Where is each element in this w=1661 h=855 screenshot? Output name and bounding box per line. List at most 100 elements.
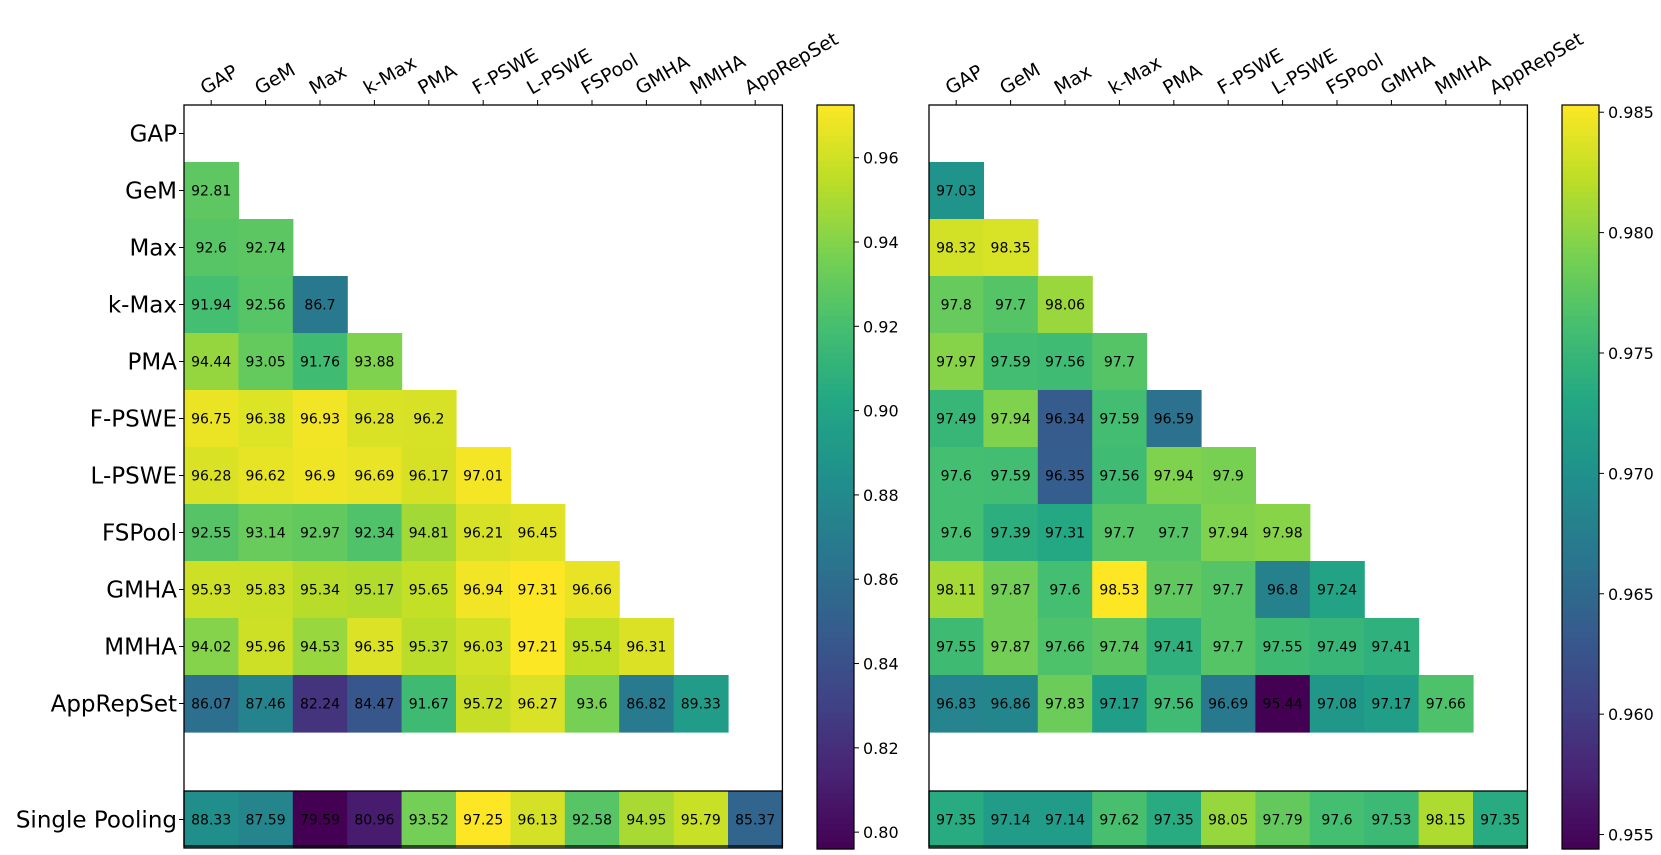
cell-value-label: 92.56: [246, 298, 286, 314]
heatmap-cell: [1146, 675, 1202, 733]
heatmap-cell: [1092, 561, 1148, 619]
colorbar-segment: [1562, 780, 1599, 788]
colorbar-segment: [817, 390, 854, 397]
colorbar-segment: [817, 154, 854, 162]
cell-value-label: 97.56: [1099, 469, 1139, 485]
colorbar-segment: [817, 346, 854, 354]
colorbar-segment: [817, 105, 854, 112]
heatmap-cell: [1037, 390, 1093, 448]
x-tick-label: k-Max: [360, 52, 420, 100]
single-pooling-cell: [728, 791, 783, 848]
x-tick-label: GeM: [996, 59, 1044, 99]
colorbar-segment: [1562, 377, 1599, 385]
cell-value-label: 96.69: [354, 469, 394, 485]
heatmap-cell: [1146, 504, 1202, 562]
colorbar-segment: [1562, 588, 1599, 596]
cell-value-label: 97.17: [1371, 697, 1411, 713]
colorbar-segment: [1562, 421, 1599, 428]
cell-value-label: 96.9: [304, 469, 335, 485]
heatmap-cell: [184, 447, 239, 505]
cell-value-label: 97.03: [936, 184, 976, 200]
cell-value-label: 97.55: [936, 640, 976, 656]
colorbar-segment: [817, 247, 854, 255]
colorbar-segment: [817, 353, 854, 360]
single-pooling-label: Single Pooling: [16, 808, 177, 834]
heatmap-cell: [1146, 390, 1202, 448]
colorbar-segment: [817, 489, 854, 497]
colorbar-tick-label: 0.975: [1608, 344, 1654, 363]
heatmap-cell: [983, 618, 1039, 676]
single-pooling-cell: [1418, 791, 1474, 848]
colorbar-segment: [1562, 749, 1599, 757]
cell-value-label: 98.06: [1045, 298, 1085, 314]
y-tick-label: MMHA: [104, 635, 177, 661]
colorbar-segment: [817, 235, 854, 242]
colorbar-segment: [1562, 272, 1599, 280]
colorbar-segment: [817, 415, 854, 422]
x-tick-label: GAP: [942, 61, 987, 100]
heatmap-cell: [1146, 561, 1202, 619]
colorbar-segment: [1562, 284, 1599, 292]
single-pooling-value-label: 97.62: [1099, 813, 1139, 829]
colorbar-segment: [817, 625, 854, 633]
heatmap-cell: [347, 504, 403, 562]
colorbar-segment: [817, 545, 854, 552]
colorbar-segment: [1562, 458, 1599, 466]
colorbar-segment: [817, 638, 854, 645]
colorbar-segment: [1562, 142, 1599, 149]
colorbar-segment: [817, 774, 854, 782]
cell-value-label: 97.39: [991, 526, 1031, 542]
cell-value-label: 97.7: [1213, 583, 1244, 599]
heatmap-cell: [1092, 390, 1148, 448]
x-tick-label: PMA: [414, 60, 460, 99]
colorbar-segment: [817, 495, 854, 503]
colorbar-segment: [1562, 303, 1599, 311]
cell-value-label: 96.2: [413, 412, 444, 428]
cell-value-label: 92.55: [191, 526, 231, 542]
colorbar-segment: [1562, 756, 1599, 763]
colorbar-segment: [817, 260, 854, 267]
cell-value-label: 95.17: [354, 583, 394, 599]
colorbar-segment: [817, 811, 854, 819]
colorbar-segment: [817, 322, 854, 329]
cell-value-label: 98.11: [936, 583, 976, 599]
cell-value-label: 98.53: [1099, 583, 1139, 599]
heatmap-panel-2: 97.03 98.32 98.35 97.8 97.7 98.06 97.97 97.59 97…: [928, 28, 1587, 849]
colorbar-segment: [817, 439, 854, 447]
single-pooling-cell: [1037, 791, 1093, 848]
colorbar-segment: [1562, 681, 1599, 689]
colorbar-segment: [817, 241, 854, 249]
heatmap-cell: [238, 447, 294, 505]
cell-value-label: 97.01: [463, 469, 503, 485]
colorbar-segment: [817, 706, 854, 714]
single-pooling-value-label: 98.05: [1208, 813, 1248, 829]
single-pooling-cell: [401, 791, 457, 848]
heatmap-cell: [1037, 333, 1093, 391]
colorbar-tick-label: 0.955: [1608, 826, 1654, 845]
y-tick-label: F-PSWE: [90, 407, 177, 433]
single-pooling-value-label: 97.35: [936, 813, 976, 829]
cell-value-label: 92.97: [300, 526, 340, 542]
heatmap-cell: [184, 333, 239, 391]
colorbar-segment: [1562, 706, 1599, 714]
colorbar-segment: [817, 111, 854, 118]
cell-value-label: 97.94: [991, 412, 1031, 428]
cell-value-label: 96.66: [572, 583, 612, 599]
single-pooling-value-label: 97.25: [463, 813, 503, 829]
y-tick-label: GMHA: [106, 578, 177, 604]
cell-value-label: 92.34: [354, 526, 394, 542]
colorbar-segment: [1562, 433, 1599, 441]
heatmap-cell: [238, 504, 294, 562]
colorbar-segment: [817, 557, 854, 565]
colorbar-segment: [817, 452, 854, 459]
colorbar-segment: [1562, 185, 1599, 193]
cell-value-label: 96.38: [246, 412, 286, 428]
colorbar-segment: [817, 532, 854, 540]
heatmap-cell: [184, 276, 239, 334]
single-pooling-value-label: 97.35: [1154, 813, 1194, 829]
colorbar-segment: [817, 793, 854, 800]
cell-value-label: 97.7: [1104, 355, 1135, 371]
colorbar-segment: [817, 656, 854, 664]
colorbar-segment: [1562, 483, 1599, 490]
colorbar-segment: [1562, 452, 1599, 459]
